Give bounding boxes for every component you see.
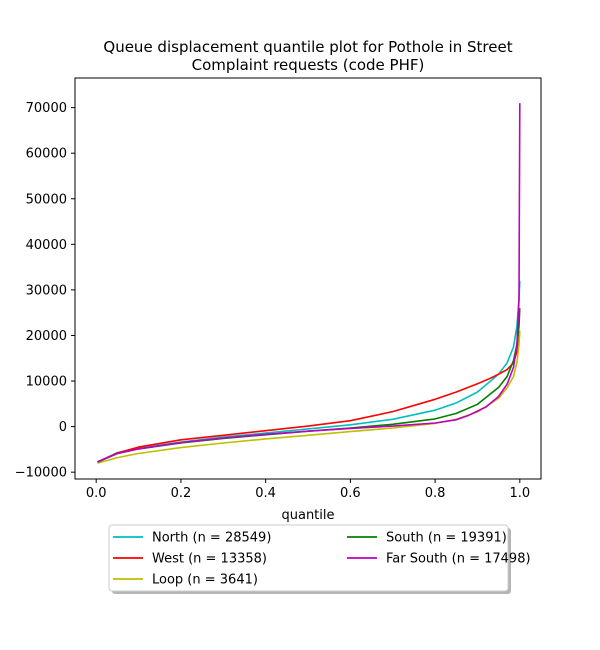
chart-title: Queue displacement quantile plot for Pot… — [103, 38, 512, 74]
y-tick-label: 10000 — [26, 375, 67, 390]
x-tick-label: 0.2 — [171, 486, 192, 501]
legend-box — [108, 524, 509, 592]
x-tick-label: 0.6 — [340, 486, 361, 501]
y-tick-label: −10000 — [15, 466, 67, 481]
x-axis-label: quantile — [281, 508, 334, 523]
series-line — [97, 330, 521, 464]
y-tick-label: 40000 — [26, 238, 67, 253]
y-tick-label: 50000 — [26, 192, 67, 207]
y-tick-label: 30000 — [26, 283, 67, 298]
legend-entry-label: Loop (n = 3641) — [152, 573, 258, 588]
y-tick-label: 60000 — [26, 147, 67, 162]
legend-entry-label: South (n = 19391) — [386, 531, 507, 546]
series-line — [97, 103, 521, 463]
series-lines — [97, 103, 521, 464]
series-line — [97, 308, 521, 463]
chart-title-line: Queue displacement quantile plot for Pot… — [103, 38, 512, 56]
y-axis-ticks: −10000 0 10000 20000 30000 40000 50000 60000 700… — [15, 101, 75, 481]
legend-entry-label: North (n = 28549) — [152, 531, 271, 546]
x-axis-ticks: 0.0 0.2 0.4 0.6 0.8 1.0 — [86, 479, 530, 501]
legend-entry-label: Far South (n = 17498) — [386, 552, 531, 567]
y-tick-label: 0 — [59, 420, 67, 435]
legend: North (n = 28549) West (n = 13358) Loop (n… — [108, 524, 531, 594]
y-tick-label: 20000 — [26, 329, 67, 344]
legend-entry-label: West (n = 13358) — [152, 552, 267, 567]
x-tick-label: 0.4 — [255, 486, 276, 501]
x-tick-label: 1.0 — [509, 486, 530, 501]
x-tick-label: 0.8 — [425, 486, 446, 501]
series-line — [97, 330, 521, 463]
y-tick-label: 70000 — [26, 101, 67, 116]
chart-title-line: Complaint requests (code PHF) — [192, 56, 425, 74]
plot-area — [74, 77, 542, 480]
x-tick-label: 0.0 — [86, 486, 107, 501]
